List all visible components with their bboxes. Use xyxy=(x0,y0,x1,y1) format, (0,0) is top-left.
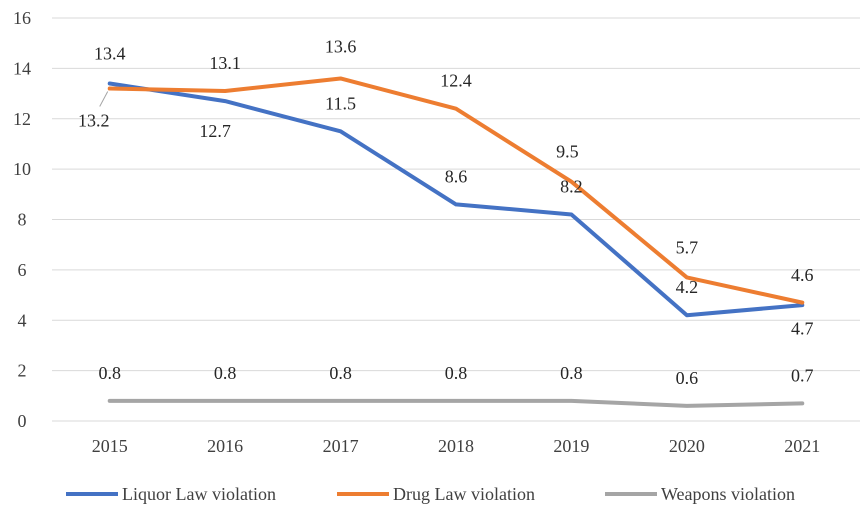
data-label: 0.8 xyxy=(560,363,583,383)
legend-label: Weapons violation xyxy=(661,484,795,504)
data-label: 4.7 xyxy=(791,319,814,339)
y-tick-label: 4 xyxy=(18,310,27,330)
y-tick-label: 12 xyxy=(13,109,31,129)
data-label: 0.8 xyxy=(445,363,468,383)
data-label: 11.5 xyxy=(325,93,356,113)
legend: Liquor Law violation Drug Law violation We… xyxy=(66,484,795,504)
data-label: 12.7 xyxy=(199,121,231,141)
y-tick-label: 16 xyxy=(13,8,31,28)
y-axis: 0 2 4 6 8 10 12 14 16 xyxy=(13,8,31,431)
data-label: 8.6 xyxy=(445,166,468,186)
data-label: 0.8 xyxy=(329,363,352,383)
label-leader-line xyxy=(99,91,109,107)
series-line xyxy=(107,398,805,408)
data-label: 0.8 xyxy=(98,363,121,383)
x-tick-label: 2018 xyxy=(438,436,474,456)
y-tick-label: 10 xyxy=(13,159,31,179)
y-tick-label: 2 xyxy=(18,361,27,381)
y-tick-label: 6 xyxy=(18,260,27,280)
data-label: 4.6 xyxy=(791,265,814,285)
series-lines xyxy=(107,76,805,408)
x-tick-label: 2021 xyxy=(784,436,820,456)
y-tick-label: 14 xyxy=(13,58,31,78)
gridlines xyxy=(52,17,860,422)
x-tick-label: 2020 xyxy=(669,436,705,456)
x-tick-label: 2015 xyxy=(92,436,128,456)
data-label: 9.5 xyxy=(556,142,579,162)
x-axis: 2015 2016 2017 2018 2019 2020 2021 xyxy=(92,436,821,456)
legend-label: Liquor Law violation xyxy=(122,484,276,504)
x-tick-label: 2019 xyxy=(553,436,589,456)
legend-label: Drug Law violation xyxy=(393,484,535,504)
series-line xyxy=(107,76,805,305)
data-label: 4.2 xyxy=(676,277,699,297)
y-tick-label: 0 xyxy=(18,411,27,431)
data-label: 0.6 xyxy=(676,368,699,388)
data-label: 8.2 xyxy=(560,176,583,196)
data-label: 5.7 xyxy=(676,237,699,257)
data-label: 13.2 xyxy=(78,111,110,131)
x-tick-label: 2016 xyxy=(207,436,243,456)
data-label: 12.4 xyxy=(440,71,472,91)
y-tick-label: 8 xyxy=(18,210,27,230)
data-label: 13.6 xyxy=(325,36,357,56)
data-label: 13.1 xyxy=(209,53,241,73)
data-label: 13.4 xyxy=(94,43,126,63)
data-label: 0.8 xyxy=(214,363,237,383)
data-label: 0.7 xyxy=(791,365,814,385)
data-labels: 13.4 12.7 11.5 8.6 8.2 4.2 4.6 13.2 13.1 13.6 12.4… xyxy=(78,36,814,387)
x-tick-label: 2017 xyxy=(323,436,359,456)
